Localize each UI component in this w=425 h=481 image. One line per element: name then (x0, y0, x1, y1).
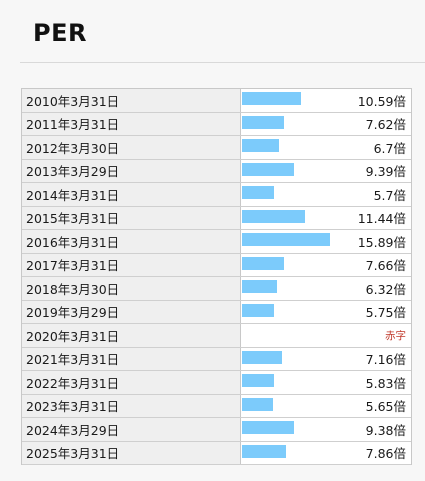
row-value-cell: 9.38倍 (241, 418, 411, 441)
deficit-label: 赤字 (385, 329, 406, 342)
row-date: 2015年3月31日 (22, 206, 241, 229)
table-row: 2024年3月29日 9.38倍 (22, 418, 411, 442)
per-value: 11.44倍 (357, 211, 406, 227)
table-row: 2015年3月31日 11.44倍 (22, 206, 411, 230)
per-value: 6.7倍 (373, 140, 406, 156)
row-value-cell: 7.66倍 (241, 254, 411, 277)
row-value-cell: 5.83倍 (241, 371, 411, 394)
per-bar (242, 444, 286, 458)
row-date: 2020年3月31日 (22, 324, 241, 347)
per-value: 6.32倍 (365, 281, 406, 297)
per-value: 10.59倍 (357, 93, 406, 109)
row-value-cell: 5.75倍 (241, 301, 411, 324)
row-date: 2014年3月31日 (22, 183, 241, 206)
per-bar (242, 186, 274, 199)
per-bar (242, 139, 279, 152)
per-bar (242, 397, 273, 411)
per-bar (242, 280, 277, 293)
table-row: 2013年3月29日 9.39倍 (22, 159, 411, 183)
per-value: 9.38倍 (365, 422, 406, 438)
table-row: 2014年3月31日 5.7倍 (22, 183, 411, 207)
row-date: 2022年3月31日 (22, 371, 241, 394)
per-bar (242, 374, 274, 387)
row-date: 2021年3月31日 (22, 347, 241, 370)
row-date: 2011年3月31日 (22, 112, 241, 135)
row-value-cell: 7.86倍 (241, 442, 411, 465)
per-bar (242, 350, 282, 364)
row-value-cell: 9.39倍 (241, 160, 411, 183)
row-value-cell: 11.44倍 (241, 207, 411, 230)
per-value: 5.83倍 (365, 375, 406, 391)
per-bar (242, 209, 305, 223)
per-value: 15.89倍 (357, 234, 406, 250)
row-value-cell: 7.16倍 (241, 348, 411, 371)
row-date: 2018年3月30日 (22, 277, 241, 300)
table-row: 2021年3月31日 7.16倍 (22, 347, 411, 371)
row-value-cell: 6.32倍 (241, 277, 411, 300)
title-divider (20, 62, 425, 63)
table-row: 2023年3月31日 5.65倍 (22, 394, 411, 418)
table-row: 2025年3月31日 7.86倍 (22, 441, 411, 465)
per-bar (242, 256, 284, 270)
row-value-cell: 15.89倍 (241, 230, 411, 253)
per-bar (242, 233, 330, 246)
table-row: 2019年3月29日 5.75倍 (22, 300, 411, 324)
row-value-cell: 赤字 (241, 324, 411, 347)
table-row: 2020年3月31日 赤字 (22, 324, 411, 348)
row-date: 2010年3月31日 (22, 89, 241, 112)
per-value: 7.62倍 (365, 117, 406, 133)
table-row: 2012年3月30日 6.7倍 (22, 136, 411, 160)
per-bar (242, 421, 294, 434)
per-table: 2010年3月31日 10.59倍 2011年3月31日 7.62倍 2012年3月30… (21, 88, 412, 465)
per-bar (242, 303, 274, 317)
per-value: 5.65倍 (365, 399, 406, 415)
per-bar (242, 115, 284, 129)
per-value: 7.66倍 (365, 258, 406, 274)
row-value-cell: 5.7倍 (241, 183, 411, 206)
table-row: 2018年3月30日 6.32倍 (22, 277, 411, 301)
table-row: 2011年3月31日 7.62倍 (22, 112, 411, 136)
row-date: 2017年3月31日 (22, 253, 241, 276)
table-row: 2010年3月31日 10.59倍 (22, 89, 411, 113)
table-row: 2022年3月31日 5.83倍 (22, 371, 411, 395)
row-date: 2016年3月31日 (22, 230, 241, 253)
per-value: 9.39倍 (365, 164, 406, 180)
row-date: 2025年3月31日 (22, 441, 241, 464)
row-value-cell: 6.7倍 (241, 136, 411, 159)
per-value: 7.16倍 (365, 352, 406, 368)
row-value-cell: 10.59倍 (241, 89, 411, 112)
row-date: 2013年3月29日 (22, 159, 241, 182)
per-value: 5.7倍 (373, 187, 406, 203)
row-date: 2023年3月31日 (22, 394, 241, 417)
table-row: 2017年3月31日 7.66倍 (22, 253, 411, 277)
row-value-cell: 5.65倍 (241, 395, 411, 418)
row-date: 2019年3月29日 (22, 300, 241, 323)
row-value-cell: 7.62倍 (241, 113, 411, 136)
per-value: 7.86倍 (365, 446, 406, 462)
per-value: 5.75倍 (365, 305, 406, 321)
row-date: 2012年3月30日 (22, 136, 241, 159)
row-date: 2024年3月29日 (22, 418, 241, 441)
per-bar (242, 92, 301, 105)
per-bar (242, 162, 294, 176)
table-row: 2016年3月31日 15.89倍 (22, 230, 411, 254)
section-title: PER (33, 19, 87, 47)
